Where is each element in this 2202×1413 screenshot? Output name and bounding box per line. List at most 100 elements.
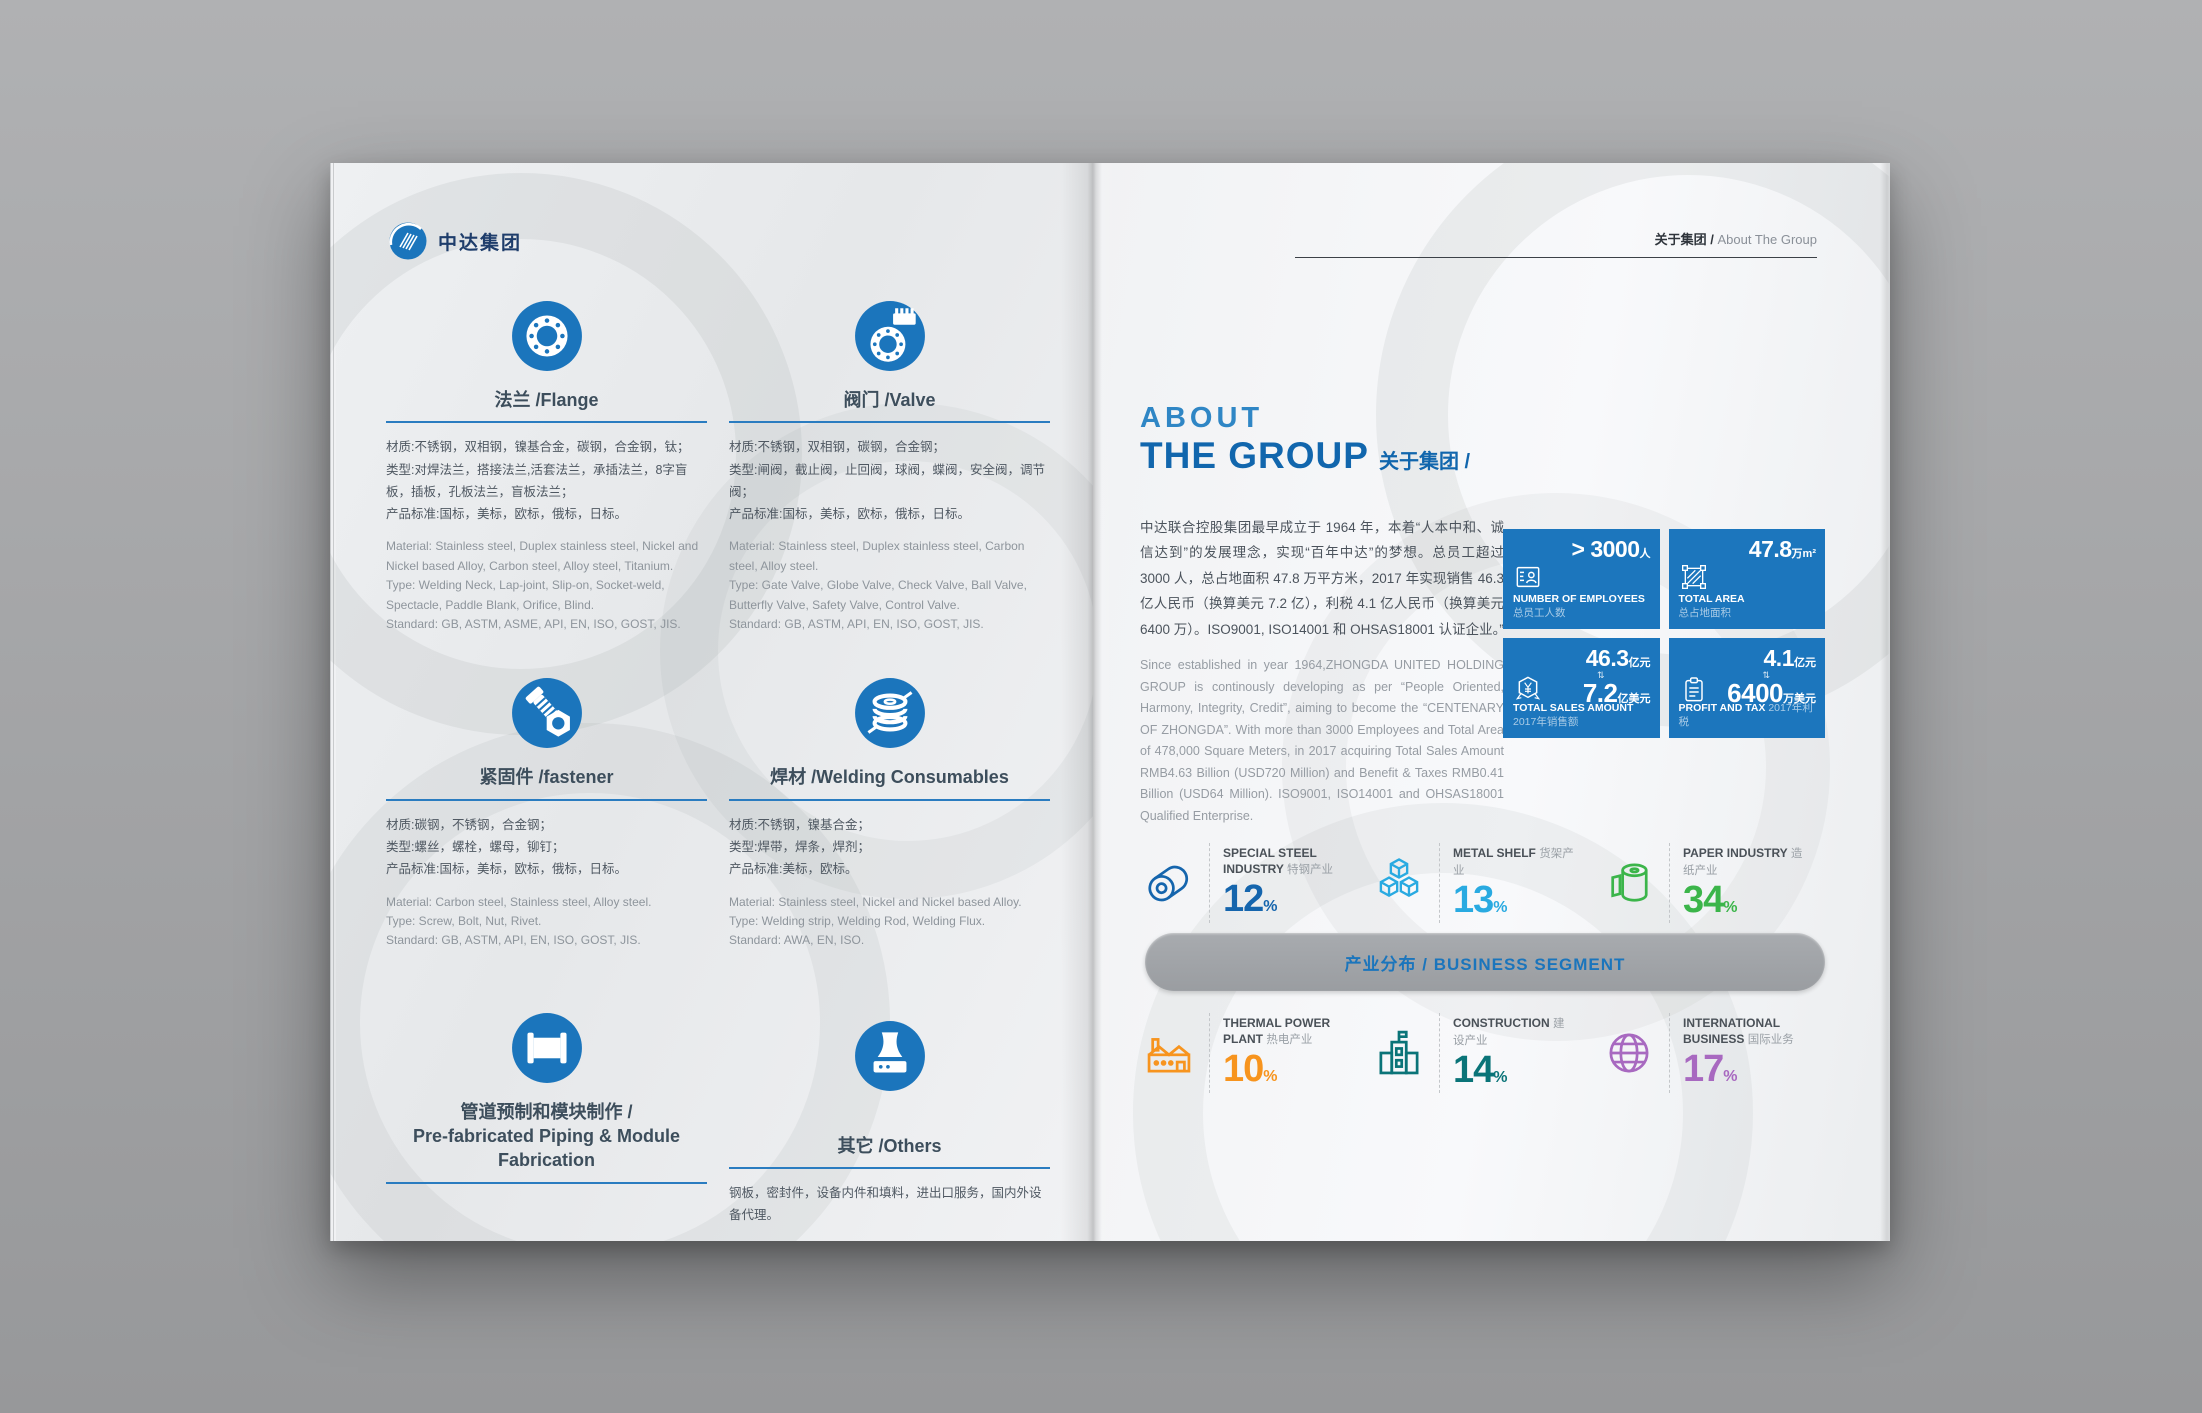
percent-sign: % <box>1263 897 1278 915</box>
segment-name-cn: 造纸产业 <box>1683 847 1803 878</box>
stat-value: > 3000 <box>1571 536 1641 562</box>
flange-icon <box>511 301 582 371</box>
factory-icon <box>1147 1038 1191 1073</box>
segment-percent: 17 <box>1683 1047 1724 1090</box>
category-others: 其它 /Others 钢板，密封件，设备内件和填料，进出口服务，国内外设备代理。… <box>729 993 1050 1241</box>
page-left: 中达集团 <box>330 163 1093 1241</box>
segment-name-cn: 热电产业 <box>1266 1034 1313 1047</box>
stat-unit: 亿元 <box>1628 657 1651 669</box>
segment-name-en: SPECIAL STEEL INDUSTRY <box>1223 846 1317 877</box>
category-details-cn: 材质:不锈钢，镍基合金； 类型:焊带，焊条，焊剂； 产品标准:美标，欧标。 <box>729 817 870 877</box>
divider <box>386 798 707 801</box>
stat-unit: 人 <box>1639 548 1651 560</box>
currency-convert-icon: ⇅ <box>1762 670 1770 681</box>
segment-info: INTERNATIONAL BUSINESS 国际业务 17% <box>1669 1013 1805 1093</box>
segment-percent: 13 <box>1453 878 1494 921</box>
profit-clipboard-icon <box>1684 677 1703 702</box>
page-title-main: THE GROUP <box>1140 434 1369 476</box>
segment-percent: 12 <box>1223 877 1264 920</box>
segment-name-en: PAPER INDUSTRY <box>1683 845 1788 860</box>
segment-thermal-power: THERMAL POWER PLANT 热电产业 10% <box>1140 1013 1370 1093</box>
cooling-tower-icon <box>854 1020 925 1091</box>
segment-construction: CONSTRUCTION 建设产业 14% <box>1370 1013 1600 1093</box>
category-details-cn: 材质:碳钢，不锈钢，合金钢； 类型:螺丝，螺栓，螺母，铆钉； 产品标准:国标，美… <box>386 817 627 877</box>
category-title: 管道预制和模块制作 / Pre-fabricated Piping & Modu… <box>412 1101 681 1171</box>
sales-badge-icon <box>1515 676 1541 700</box>
segment-international: INTERNATIONAL BUSINESS 国际业务 17% <box>1600 1013 1830 1093</box>
category-details-en: Material: Stainless steel, Nickel and Ni… <box>729 894 1022 948</box>
divider <box>386 1181 707 1184</box>
stat-total-sales: 46.3亿元 ⇅ 7.2亿美元 TOTAL SALES AMOUNT 2017年… <box>1503 638 1660 738</box>
stat-unit: 亿元 <box>1794 657 1816 669</box>
segment-name-cn: 特钢产业 <box>1287 864 1334 877</box>
divider <box>729 1167 1050 1170</box>
category-welding: 焊材 /Welding Consumables 材质:不锈钢，镍基合金； 类型:… <box>729 676 1050 950</box>
fastener-icon <box>511 678 582 749</box>
category-details-en: Material: Stainless steel, Duplex stainl… <box>729 539 1027 632</box>
stat-label-en: TOTAL AREA <box>1678 592 1745 605</box>
section-header-cn: 关于集团 / <box>1654 232 1714 247</box>
company-name: 中达集团 <box>438 232 523 254</box>
stat-label-cn: 2017年利税 <box>1678 701 1813 729</box>
stat-value: 4.1 <box>1763 645 1795 671</box>
page-right: 关于集团 / About The Group ABOUT THE GROUP 关于… <box>1093 163 1890 1241</box>
business-segments-row2: THERMAL POWER PLANT 热电产业 10% CONSTRUCT <box>1140 1013 1830 1093</box>
steel-roll-icon <box>1148 865 1189 902</box>
category-valve: 阀门 /Valve 材质:不锈钢，双相钢，碳钢，合金钢； 类型:闸阀，截止阀，止… <box>729 299 1050 634</box>
stat-boxes: > 3000人 NUMBER OF EMPLOYEES 总员工人数 47.8万m² <box>1503 529 1825 738</box>
percent-sign: % <box>1723 1067 1738 1085</box>
globe-logo-icon <box>389 222 427 260</box>
page-title-cn: 关于集团 / <box>1378 450 1471 473</box>
segment-name-en: THERMAL POWER PLANT <box>1223 1016 1331 1047</box>
category-flange: 法兰 /Flange 材质:不锈钢，双相钢，镍基合金，碳钢，合金钢，钛； 类型:… <box>386 299 707 634</box>
category-fastener: 紧固件 /fastener 材质:碳钢，不锈钢，合金钢； 类型:螺丝，螺栓，螺母… <box>386 676 707 950</box>
category-title: 阀门 /Valve <box>843 390 936 410</box>
globe-icon <box>1609 1033 1649 1073</box>
category-title: 法兰 /Flange <box>494 390 599 410</box>
category-details-cn: 钢板，密封件，设备内件和填料，进出口服务，国内外设备代理。 <box>729 1186 1042 1223</box>
category-details-en: Material: Stainless steel, Duplex stainl… <box>386 539 699 632</box>
category-title: 紧固件 /fastener <box>479 767 614 788</box>
divider <box>729 421 1050 424</box>
segment-info: SPECIAL STEEL INDUSTRY 特钢产业 12% <box>1209 843 1345 923</box>
area-icon <box>1681 565 1706 589</box>
stat-label-en: NUMBER OF EMPLOYEES <box>1513 592 1645 605</box>
stat-value-usd: 7.2 <box>1582 678 1618 709</box>
stat-unit-usd: 万美元 <box>1783 693 1816 706</box>
category-piping: 管道预制和模块制作 / Pre-fabricated Piping & Modu… <box>386 993 707 1241</box>
divider <box>386 421 707 424</box>
valve-icon <box>854 301 925 371</box>
stat-unit-usd: 亿美元 <box>1617 693 1651 706</box>
segment-percent: 14 <box>1453 1048 1494 1091</box>
segment-info: CONSTRUCTION 建设产业 14% <box>1439 1013 1575 1093</box>
page-title-top: ABOUT <box>1140 402 1264 434</box>
product-categories: 法兰 /Flange 材质:不锈钢，双相钢，镍基合金，碳钢，合金钢，钛； 类型:… <box>386 299 1050 1241</box>
stat-total-area: 47.8万m² TOTAL AREA 总占地面积 <box>1668 529 1825 629</box>
percent-sign: % <box>1723 898 1738 916</box>
category-details-en: Material: Carbon steel, Stainless steel,… <box>386 894 652 948</box>
stat-value-usd: 6400 <box>1727 678 1783 709</box>
segment-name-cn: 建设产业 <box>1453 1017 1565 1048</box>
category-details-en: Steel Plate, Gasket, Tower Internals & P… <box>729 1239 1050 1242</box>
segment-name-en: INTERNATIONAL BUSINESS <box>1683 1016 1780 1047</box>
paper-roll-icon <box>1611 863 1648 902</box>
stat-employees: > 3000人 NUMBER OF EMPLOYEES 总员工人数 <box>1503 529 1660 629</box>
segment-special-steel: SPECIAL STEEL INDUSTRY 特钢产业 12% <box>1140 843 1370 923</box>
segment-name-cn: 国际业务 <box>1747 1034 1794 1047</box>
category-title: 焊材 /Welding Consumables <box>770 767 1009 788</box>
stat-unit: 万m² <box>1791 548 1816 560</box>
intro-paragraph-en: Since established in year 1964,ZHONGDA U… <box>1140 658 1504 823</box>
percent-sign: % <box>1493 898 1508 916</box>
stat-label-cn: 总员工人数 <box>1513 607 1566 620</box>
segment-info: METAL SHELF 货架产业 13% <box>1439 843 1575 923</box>
segment-info: THERMAL POWER PLANT 热电产业 10% <box>1209 1013 1345 1093</box>
percent-sign: % <box>1493 1068 1508 1086</box>
stat-value: 47.8 <box>1748 536 1792 562</box>
stat-label-cn: 2017年销售额 <box>1513 716 1579 729</box>
pipe-spool-icon <box>511 1012 582 1083</box>
welding-coil-icon <box>854 678 925 749</box>
segment-name-en: METAL SHELF <box>1453 845 1536 860</box>
segment-percent: 34 <box>1683 878 1724 921</box>
segment-metal-shelf: METAL SHELF 货架产业 13% <box>1370 843 1600 923</box>
